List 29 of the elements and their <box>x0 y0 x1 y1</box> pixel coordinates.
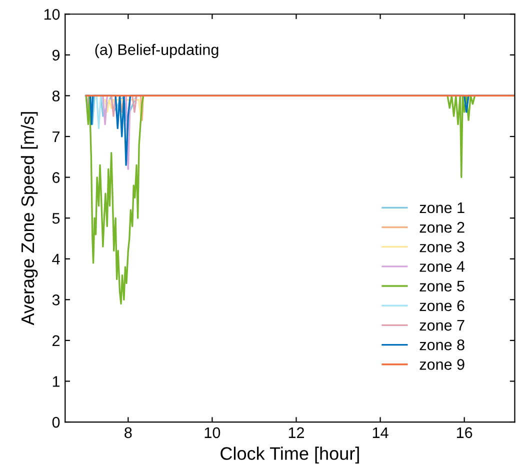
legend-label: zone 8 <box>420 339 464 350</box>
x-tick-label: 14 <box>372 427 388 438</box>
x-tick-label: 10 <box>204 427 220 438</box>
legend-label: zone 2 <box>420 222 464 233</box>
y-tick-label: 2 <box>52 335 60 346</box>
y-tick-label: 0 <box>52 416 60 428</box>
y-tick-label: 10 <box>44 9 60 20</box>
line-series <box>104 98 144 117</box>
legend-label: zone 6 <box>420 300 464 312</box>
y-tick-label: 1 <box>52 376 60 387</box>
legend-label: zone 5 <box>420 280 464 292</box>
x-tick-label: 8 <box>124 427 132 438</box>
y-tick-label: 8 <box>52 90 60 102</box>
legend-label: zone 3 <box>420 242 464 252</box>
x-tick-label: 12 <box>288 427 304 438</box>
legend-label: zone 7 <box>420 320 464 331</box>
y-tick-label: 7 <box>52 132 60 142</box>
y-tick-label: 4 <box>52 254 60 264</box>
y-tick-label: 5 <box>52 213 60 224</box>
legend-label: zone 9 <box>420 359 464 370</box>
y-tick-label: 9 <box>52 50 60 61</box>
x-axis-title: Clock Time [hour] <box>220 446 359 464</box>
legend-label: zone 1 <box>420 202 464 214</box>
y-axis-title: Average Zone Speed [m/s] <box>20 112 38 326</box>
y-tick-label: 6 <box>52 172 60 183</box>
legend-label: zone 4 <box>420 261 465 272</box>
y-tick-label: 3 <box>52 294 60 306</box>
x-tick-label: 16 <box>456 427 472 438</box>
annotation: (a) Belief-updating <box>95 44 218 58</box>
